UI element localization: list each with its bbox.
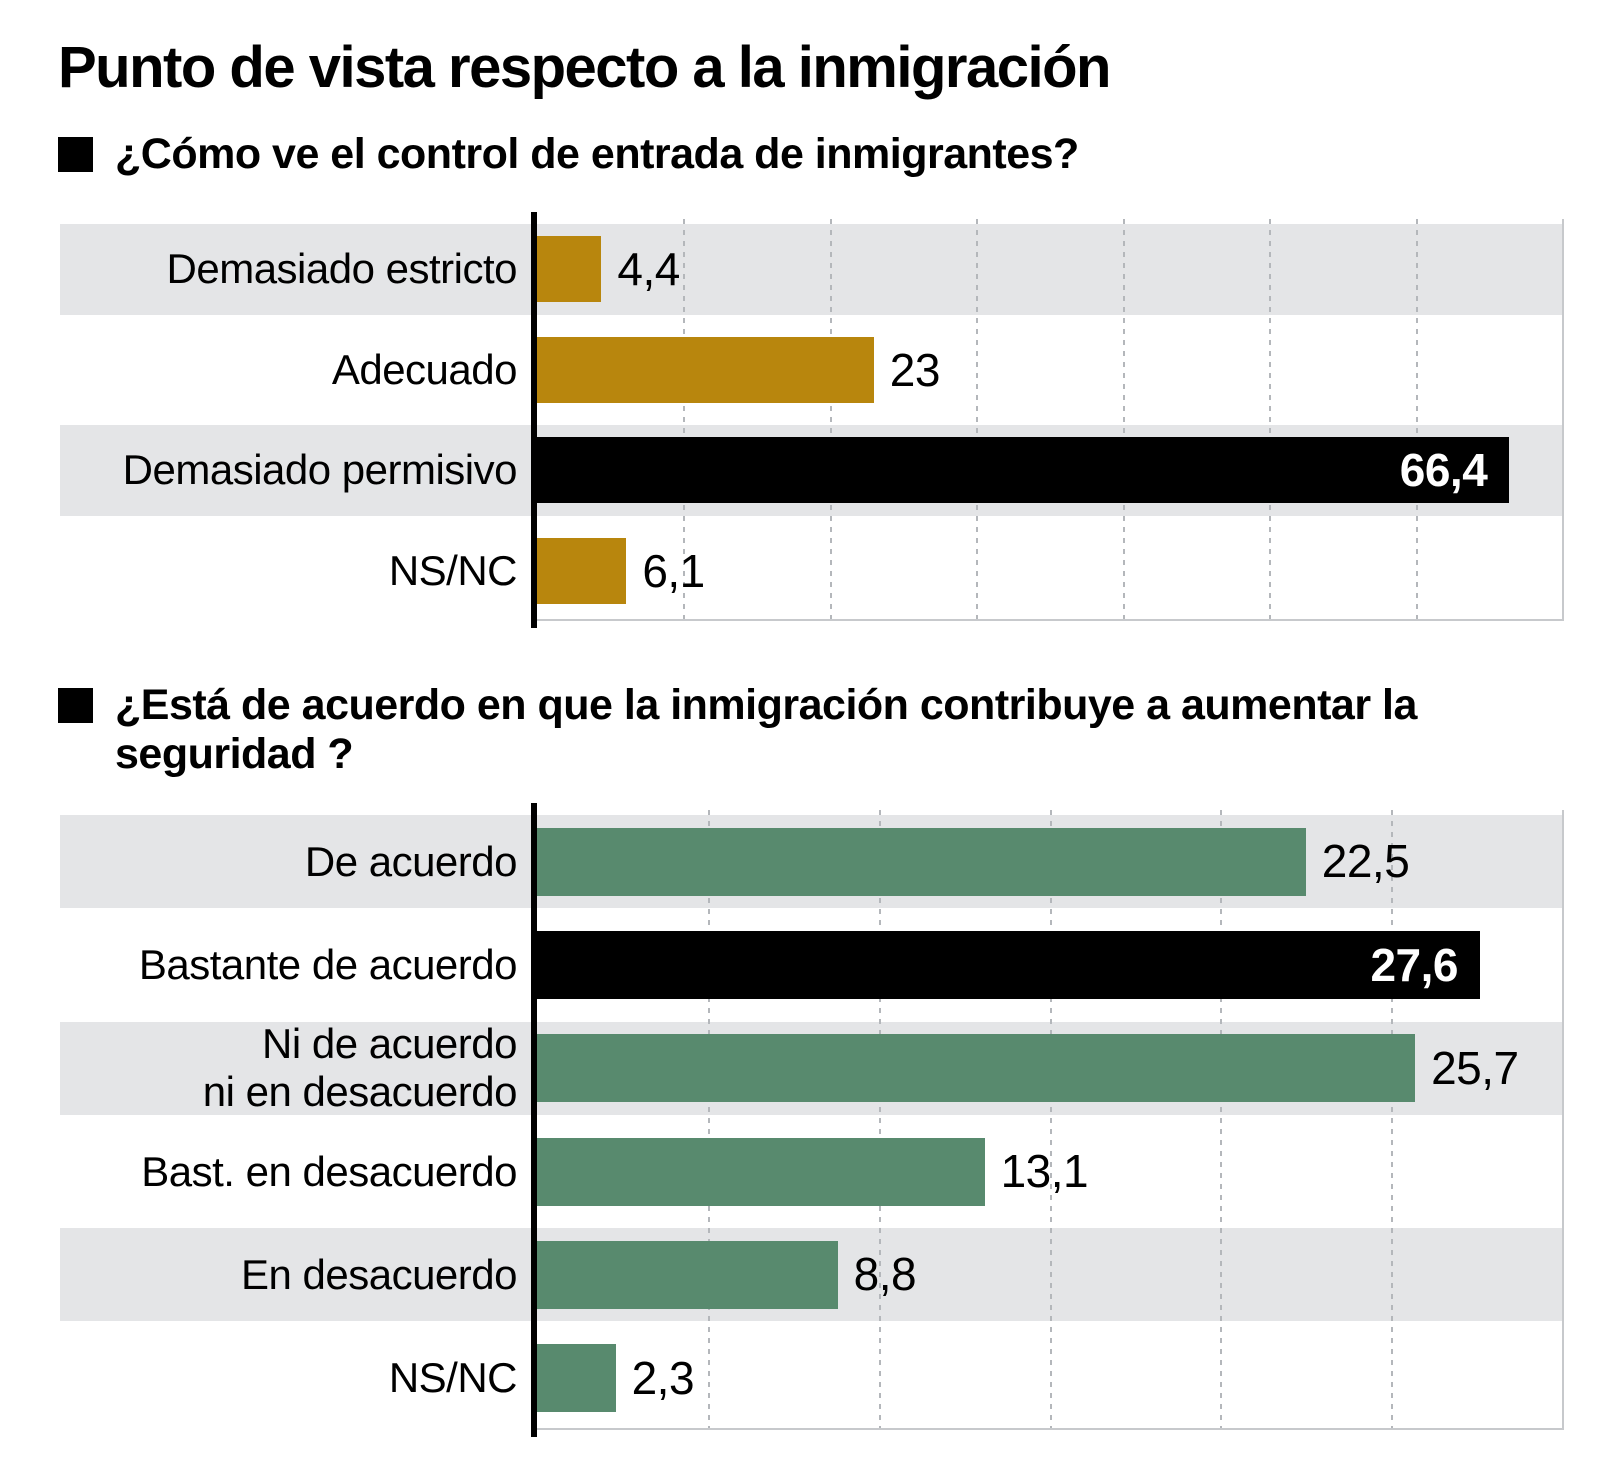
value-label: 6,1 [642,544,705,597]
question-2-text: ¿Está de acuerdo en que la inmigración c… [115,681,1417,778]
page-title: Punto de vista respecto a la inmigración [58,35,1111,100]
gridline [878,810,881,1430]
plot-bottom-border [537,619,1562,621]
question-2: ¿Está de acuerdo en que la inmigración c… [58,681,1417,779]
bar [537,1034,1416,1103]
gridline [1049,810,1052,1430]
value-label: 22,5 [1321,835,1410,887]
category-label: NS/NC [388,546,518,594]
value-label: 23 [889,343,941,396]
value-label: 2,3 [631,1351,695,1404]
gridline [1220,810,1223,1430]
square-bullet-icon [58,137,93,172]
axis-line [531,212,537,628]
gridline [1415,219,1418,621]
plot-bottom-border [537,1427,1562,1430]
axis-line [531,803,537,1437]
category-label: Demasiado permisivo [122,446,518,494]
bar [537,537,627,604]
gridline [1269,219,1272,621]
category-label: NS/NC [388,1354,518,1402]
immigration-control-bar-chart: Demasiado estricto 4,4 Adecuado 23 Demasiado… [0,212,1600,628]
bar [537,1137,985,1206]
gridline [976,219,979,621]
category-label: Bastante de acuerdo [138,940,518,988]
gridline [707,810,710,1430]
row-band [60,224,1562,315]
gridline [1391,810,1394,1430]
plot-right-border [1562,810,1564,1430]
category-label: Adecuado [331,345,518,393]
bar [537,336,874,403]
value-label: 8,8 [853,1248,917,1301]
value-label: 66,4 [1399,444,1488,497]
bar [537,827,1306,896]
value-label: 27,6 [1370,938,1458,991]
value-label: 25,7 [1431,1041,1519,1094]
bar [537,437,1510,504]
immigration-security-bar-chart: De acuerdo 22,5 Bastante de acuerdo 27,6 Ni … [0,803,1600,1437]
gridline [829,219,832,621]
value-label: 4,4 [617,243,680,295]
category-label: En desacuerdo [240,1250,518,1298]
gridline [1122,219,1125,621]
category-label: Ni de acuerdo ni en desacuerdo [202,1020,518,1116]
question-1-text: ¿Cómo ve el control de entrada de inmigr… [115,130,1079,178]
gridline [683,219,686,621]
question-1: ¿Cómo ve el control de entrada de inmigr… [58,130,1079,179]
value-label: 13,1 [1000,1144,1089,1197]
bar [537,1344,616,1413]
square-bullet-icon [58,688,93,723]
category-label: De acuerdo [304,837,518,885]
category-label: Demasiado estricto [166,245,518,293]
category-label: Bast. en desacuerdo [141,1147,517,1195]
bar [537,236,602,303]
plot-right-border [1562,219,1564,621]
bar [537,1240,838,1309]
bar [537,930,1480,999]
